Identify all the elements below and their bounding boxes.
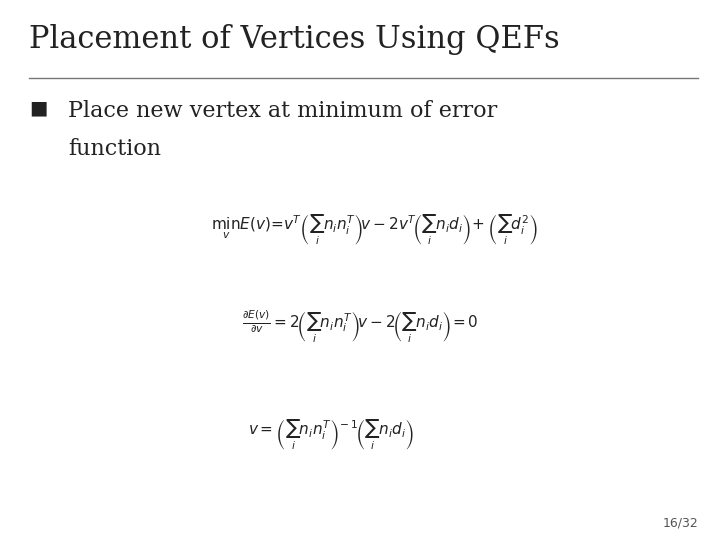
Text: Place new vertex at minimum of error: Place new vertex at minimum of error	[68, 100, 498, 122]
Text: $\min_{v} E(v) = v^T \!\left( \sum_i n_i n_i^T \right)\! v - 2v^T \!\left( \sum_: $\min_{v} E(v) = v^T \!\left( \sum_i n_i…	[211, 212, 538, 247]
Text: ■: ■	[29, 100, 48, 118]
Text: function: function	[68, 138, 161, 160]
Text: Placement of Vertices Using QEFs: Placement of Vertices Using QEFs	[29, 24, 559, 55]
Text: 16/32: 16/32	[662, 516, 698, 529]
Text: $\frac{\partial E(v)}{\partial v} = 2 \!\left( \sum_i n_i n_i^T \right)\! v - 2 : $\frac{\partial E(v)}{\partial v} = 2 \!…	[242, 308, 478, 345]
Text: $v = \left( \sum_i n_i n_i^T \right)^{\!-1} \!\left( \sum_i n_i d_i \right)$: $v = \left( \sum_i n_i n_i^T \right)^{\!…	[248, 417, 414, 452]
